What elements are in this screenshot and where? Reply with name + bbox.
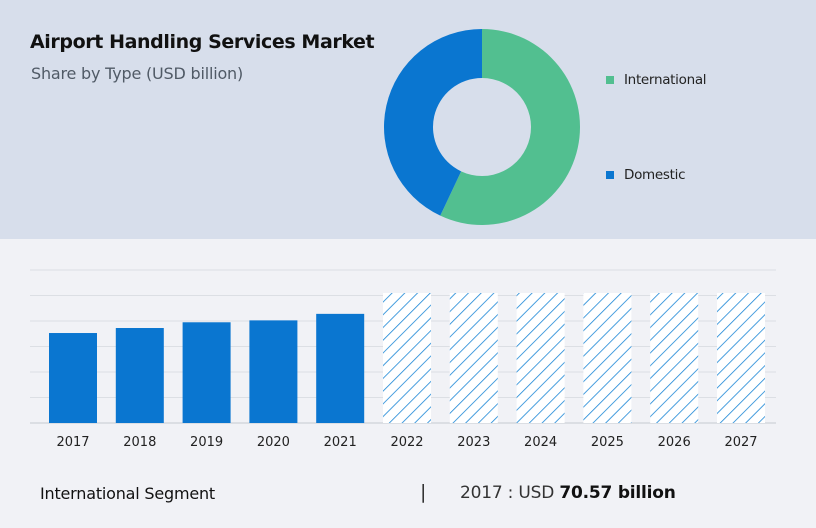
legend-item-international: International xyxy=(606,72,707,88)
bar-chart: 2017 2018 2019 2020 2021 2022 2023 2024 2025 2026… xyxy=(30,269,776,450)
x-tick-label-2018: 2018 xyxy=(123,435,156,450)
forecast-bar-2022 xyxy=(383,293,431,423)
forecast-bar-2025 xyxy=(583,293,632,423)
donut-slice-international xyxy=(440,29,580,225)
donut-chart xyxy=(384,29,580,225)
legend-label-international: International xyxy=(624,72,707,88)
bar-2021 xyxy=(316,313,365,423)
forecast-bar-2027 xyxy=(717,293,765,423)
footer-value-amount: 70.57 billion xyxy=(559,483,676,503)
footer-year-prefix: 2017 : USD xyxy=(460,483,560,503)
chart-title: Airport Handling Services Market xyxy=(30,31,375,53)
x-tick-label-2017: 2017 xyxy=(56,435,89,450)
forecast-bar-2023 xyxy=(449,293,498,423)
footer-separator: | xyxy=(420,481,427,503)
x-tick-label-2027: 2027 xyxy=(724,435,757,450)
bar-2020 xyxy=(249,320,298,423)
x-tick-label-2026: 2026 xyxy=(658,435,691,450)
x-tick-label-2023: 2023 xyxy=(457,435,490,450)
forecast-bar-2026 xyxy=(650,293,699,423)
bar-2018 xyxy=(115,328,164,423)
x-tick-label-2020: 2020 xyxy=(257,435,290,450)
forecast-bar-2024 xyxy=(516,293,565,423)
legend-swatch-international xyxy=(606,76,614,84)
x-tick-label-2024: 2024 xyxy=(524,435,557,450)
donut-slice-domestic xyxy=(384,29,482,216)
x-tick-label-2021: 2021 xyxy=(324,435,357,450)
x-tick-label-2019: 2019 xyxy=(190,435,223,450)
bar-2017 xyxy=(49,333,97,423)
footer-value: 2017 : USD 70.57 billion xyxy=(460,483,676,503)
legend-label-domestic: Domestic xyxy=(624,167,686,183)
legend-item-domestic: Domestic xyxy=(606,167,686,183)
bar-2019 xyxy=(182,322,231,423)
x-tick-label-2025: 2025 xyxy=(591,435,624,450)
legend-swatch-domestic xyxy=(606,171,614,179)
chart-subtitle: Share by Type (USD billion) xyxy=(31,64,244,83)
footer-segment-label: International Segment xyxy=(40,484,216,503)
x-tick-label-2022: 2022 xyxy=(390,435,423,450)
